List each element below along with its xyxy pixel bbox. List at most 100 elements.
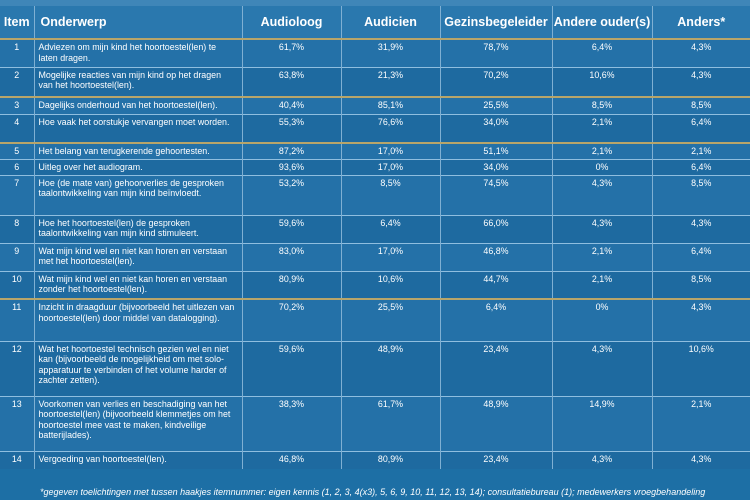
table-row: 3 Dagelijks onderhoud van het hoortoeste… bbox=[0, 97, 750, 114]
table-row: 13 Voorkomen van verlies en beschadiging… bbox=[0, 396, 750, 451]
cell-item: 12 bbox=[0, 341, 35, 396]
cell-anders: 4,3% bbox=[652, 39, 750, 67]
cell-gezinsbegeleider: 66,0% bbox=[440, 215, 553, 243]
cell-audioloog: 38,3% bbox=[242, 396, 342, 451]
cell-gezinsbegeleider: 46,8% bbox=[440, 243, 553, 271]
cell-anders: 6,4% bbox=[652, 114, 750, 143]
header-audioloog: Audioloog bbox=[242, 6, 342, 40]
table-row: 5 Het belang van terugkerende gehoortest… bbox=[0, 143, 750, 159]
cell-anders: 10,6% bbox=[652, 341, 750, 396]
header-audicien: Audicien bbox=[341, 6, 441, 40]
table-row: 4 Hoe vaak het oorstukje vervangen moet … bbox=[0, 114, 750, 143]
cell-item: 7 bbox=[0, 175, 35, 215]
cell-audioloog: 70,2% bbox=[242, 299, 342, 341]
cell-onderwerp: Dagelijks onderhoud van het hoortoestel(… bbox=[34, 97, 243, 114]
cell-anders: 8,5% bbox=[652, 97, 750, 114]
cell-audicien: 25,5% bbox=[341, 299, 441, 341]
cell-item: 10 bbox=[0, 271, 35, 299]
cell-audicien: 48,9% bbox=[341, 341, 441, 396]
cell-gezinsbegeleider: 23,4% bbox=[440, 341, 553, 396]
cell-audioloog: 87,2% bbox=[242, 143, 342, 159]
cell-audicien: 76,6% bbox=[341, 114, 441, 143]
table-row: 14 Vergoeding van hoortoestel(len). 46,8… bbox=[0, 451, 750, 469]
cell-audicien: 17,0% bbox=[341, 143, 441, 159]
cell-andere-ouders: 4,3% bbox=[552, 175, 653, 215]
table-row: 7 Hoe (de mate van) gehoorverlies de ges… bbox=[0, 175, 750, 215]
cell-item: 6 bbox=[0, 159, 35, 175]
cell-item: 9 bbox=[0, 243, 35, 271]
cell-audioloog: 55,3% bbox=[242, 114, 342, 143]
cell-andere-ouders: 0% bbox=[552, 159, 653, 175]
cell-audioloog: 59,6% bbox=[242, 341, 342, 396]
cell-gezinsbegeleider: 34,0% bbox=[440, 159, 553, 175]
header-gezinsbegeleider: Gezinsbegeleider bbox=[440, 6, 553, 40]
cell-gezinsbegeleider: 74,5% bbox=[440, 175, 553, 215]
cell-onderwerp: Hoe vaak het oorstukje vervangen moet wo… bbox=[34, 114, 243, 143]
cell-onderwerp: Inzicht in draagduur (bijvoorbeeld het u… bbox=[34, 299, 243, 341]
cell-onderwerp: Wat het hoortoestel technisch gezien wel… bbox=[34, 341, 243, 396]
cell-gezinsbegeleider: 51,1% bbox=[440, 143, 553, 159]
cell-gezinsbegeleider: 23,4% bbox=[440, 451, 553, 469]
cell-gezinsbegeleider: 48,9% bbox=[440, 396, 553, 451]
cell-item: 11 bbox=[0, 299, 35, 341]
cell-audicien: 85,1% bbox=[341, 97, 441, 114]
header-row: Item Onderwerp Audioloog Audicien Gezins… bbox=[0, 6, 750, 40]
cell-onderwerp: Wat mijn kind wel en niet kan horen en v… bbox=[34, 243, 243, 271]
header-andere-ouders: Andere ouder(s) bbox=[552, 6, 653, 40]
cell-andere-ouders: 6,4% bbox=[552, 39, 653, 67]
cell-andere-ouders: 4,3% bbox=[552, 451, 653, 469]
table-row: 9 Wat mijn kind wel en niet kan horen en… bbox=[0, 243, 750, 271]
cell-gezinsbegeleider: 78,7% bbox=[440, 39, 553, 67]
cell-anders: 4,3% bbox=[652, 299, 750, 341]
cell-audicien: 17,0% bbox=[341, 159, 441, 175]
cell-onderwerp: Hoe (de mate van) gehoorverlies de gespr… bbox=[34, 175, 243, 215]
cell-andere-ouders: 2,1% bbox=[552, 114, 653, 143]
header-anders: Anders* bbox=[652, 6, 750, 40]
cell-anders: 8,5% bbox=[652, 175, 750, 215]
cell-onderwerp: Hoe het hoortoestel(len) de gesproken ta… bbox=[34, 215, 243, 243]
header-item: Item bbox=[0, 6, 35, 40]
table-row: 10 Wat mijn kind wel en niet kan horen e… bbox=[0, 271, 750, 299]
cell-audicien: 10,6% bbox=[341, 271, 441, 299]
table-row: 11 Inzicht in draagduur (bijvoorbeeld he… bbox=[0, 299, 750, 341]
table-row: 1 Adviezen om mijn kind het hoortoestel(… bbox=[0, 39, 750, 67]
cell-andere-ouders: 4,3% bbox=[552, 215, 653, 243]
cell-gezinsbegeleider: 25,5% bbox=[440, 97, 553, 114]
cell-audioloog: 83,0% bbox=[242, 243, 342, 271]
cell-audicien: 6,4% bbox=[341, 215, 441, 243]
cell-item: 5 bbox=[0, 143, 35, 159]
cell-anders: 2,1% bbox=[652, 143, 750, 159]
cell-onderwerp: Voorkomen van verlies en beschadiging va… bbox=[34, 396, 243, 451]
cell-andere-ouders: 8,5% bbox=[552, 97, 653, 114]
cell-audioloog: 63,8% bbox=[242, 67, 342, 97]
cell-audicien: 17,0% bbox=[341, 243, 441, 271]
cell-onderwerp: Uitleg over het audiogram. bbox=[34, 159, 243, 175]
cell-audicien: 8,5% bbox=[341, 175, 441, 215]
cell-item: 13 bbox=[0, 396, 35, 451]
cell-anders: 6,4% bbox=[652, 159, 750, 175]
cell-andere-ouders: 0% bbox=[552, 299, 653, 341]
cell-audioloog: 61,7% bbox=[242, 39, 342, 67]
cell-andere-ouders: 2,1% bbox=[552, 271, 653, 299]
cell-anders: 6,4% bbox=[652, 243, 750, 271]
table-row: 6 Uitleg over het audiogram. 93,6% 17,0%… bbox=[0, 159, 750, 175]
cell-anders: 4,3% bbox=[652, 215, 750, 243]
cell-andere-ouders: 2,1% bbox=[552, 143, 653, 159]
cell-anders: 2,1% bbox=[652, 396, 750, 451]
cell-onderwerp: Mogelijke reacties van mijn kind op het … bbox=[34, 67, 243, 97]
table-row: 12 Wat het hoortoestel technisch gezien … bbox=[0, 341, 750, 396]
header-onderwerp: Onderwerp bbox=[34, 6, 243, 40]
cell-anders: 8,5% bbox=[652, 271, 750, 299]
cell-audioloog: 53,2% bbox=[242, 175, 342, 215]
cell-onderwerp: Wat mijn kind wel en niet kan horen en v… bbox=[34, 271, 243, 299]
cell-audicien: 61,7% bbox=[341, 396, 441, 451]
cell-audioloog: 46,8% bbox=[242, 451, 342, 469]
cell-item: 3 bbox=[0, 97, 35, 114]
cell-audicien: 80,9% bbox=[341, 451, 441, 469]
top-strip bbox=[0, 0, 750, 6]
cell-andere-ouders: 2,1% bbox=[552, 243, 653, 271]
cell-andere-ouders: 4,3% bbox=[552, 341, 653, 396]
cell-audicien: 31,9% bbox=[341, 39, 441, 67]
cell-andere-ouders: 10,6% bbox=[552, 67, 653, 97]
cell-audioloog: 93,6% bbox=[242, 159, 342, 175]
